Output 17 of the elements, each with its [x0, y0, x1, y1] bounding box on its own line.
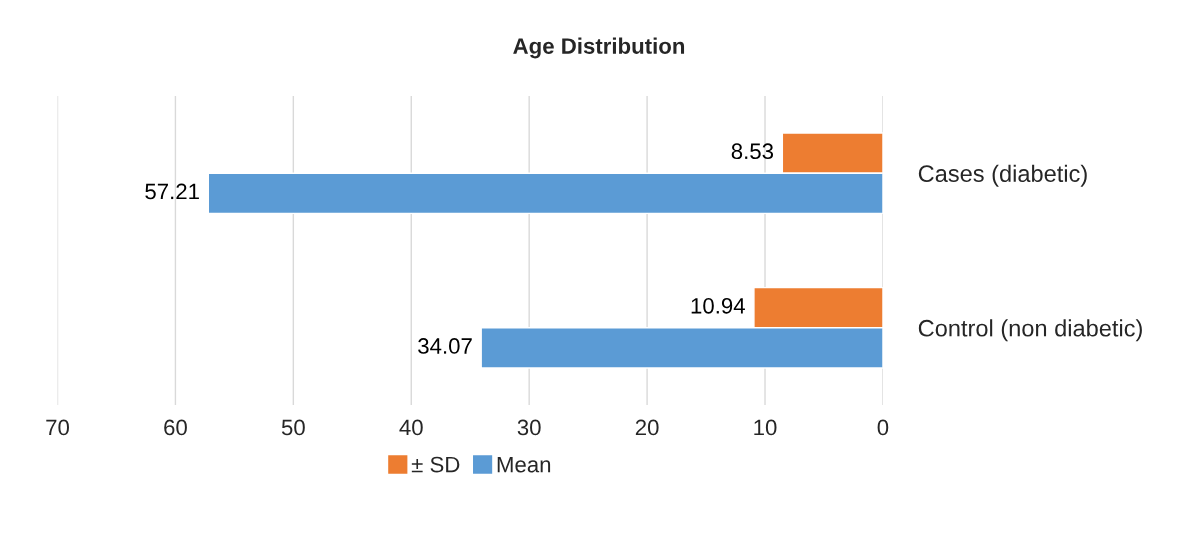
x-tick-label: 70: [46, 419, 69, 436]
legend-label: Mean: [497, 456, 551, 473]
chart-title: Age Distribution: [513, 37, 685, 59]
x-tick-label: 30: [517, 419, 541, 436]
data-label: 57.21: [145, 183, 199, 200]
data-label: 8.53: [731, 143, 774, 160]
x-tick-label: 50: [281, 419, 305, 436]
data-label: 34.07: [418, 338, 472, 354]
y-tick-label: Control (non diabetic): [918, 319, 1142, 342]
y-tick-label: Cases (diabetic): [918, 164, 1087, 187]
data-label: 10.94: [691, 297, 745, 314]
x-tick-label: 40: [399, 419, 423, 436]
legend-label: ± SD: [411, 456, 460, 473]
x-tick-label: 10: [754, 419, 777, 436]
x-tick-label: 0: [877, 419, 889, 436]
x-tick-label: 20: [635, 419, 659, 436]
x-tick-label: 60: [164, 419, 187, 436]
